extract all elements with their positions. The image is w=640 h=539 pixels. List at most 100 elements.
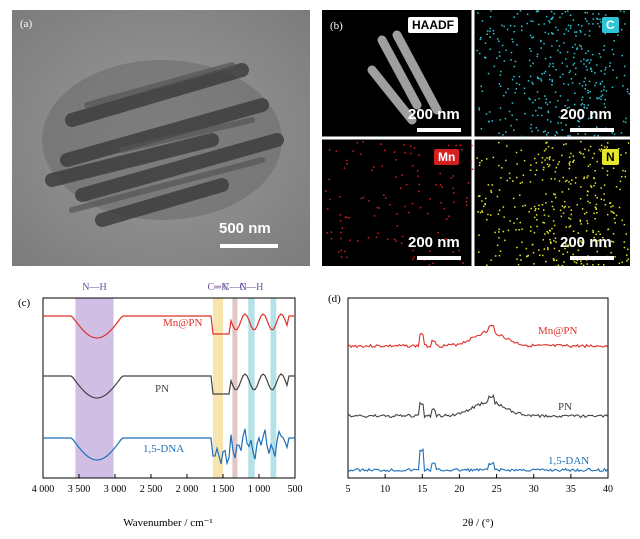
eds-dot: [628, 93, 630, 95]
eds-dot: [611, 132, 613, 134]
eds-dot: [490, 259, 492, 261]
eds-dot: [597, 230, 600, 233]
eds-dot: [580, 104, 582, 106]
eds-dot: [584, 77, 586, 80]
eds-dot: [432, 262, 434, 265]
eds-dot: [599, 150, 602, 152]
eds-dot: [503, 94, 505, 97]
eds-dot: [580, 31, 582, 33]
eds-dot: [564, 11, 567, 13]
eds-dot: [616, 76, 618, 79]
eds-dot: [600, 98, 602, 101]
eds-dot: [503, 25, 505, 28]
eds-dot: [508, 172, 511, 175]
eds-dot: [579, 151, 581, 153]
eds-dot: [459, 144, 462, 147]
eds-dot: [568, 162, 570, 165]
eds-dot: [569, 161, 571, 163]
eds-dot: [496, 244, 499, 247]
eds-dot: [525, 247, 528, 250]
eds-dot: [455, 144, 457, 147]
eds-dot: [557, 29, 559, 31]
eds-dot: [569, 27, 572, 29]
eds-dot: [535, 110, 537, 112]
manganese-tag: Mn: [434, 149, 460, 165]
eds-dot: [615, 214, 618, 217]
eds-dot: [516, 44, 518, 46]
eds-dot: [340, 231, 342, 234]
eds-dot: [541, 114, 543, 117]
eds-dot: [578, 120, 580, 123]
eds-dot: [371, 169, 373, 171]
eds-dot: [548, 164, 551, 166]
eds-dot: [502, 206, 505, 208]
eds-dot: [561, 62, 564, 64]
eds-dot: [549, 56, 552, 58]
eds-dot: [617, 34, 619, 36]
eds-dot: [532, 62, 534, 65]
eds-dot: [498, 132, 500, 134]
eds-dot: [526, 13, 529, 15]
eds-dot: [453, 192, 455, 194]
eds-dot: [400, 187, 402, 189]
eds-dot: [487, 184, 490, 186]
ftir-x-tick-label: 4 000: [32, 484, 55, 495]
eds-dot: [516, 246, 518, 249]
eds-dot: [594, 206, 597, 208]
eds-dot: [592, 13, 594, 15]
eds-dot: [526, 255, 528, 258]
eds-dot: [581, 102, 584, 105]
eds-dot: [623, 246, 626, 249]
eds-dot: [544, 95, 546, 97]
eds-dot: [506, 28, 509, 31]
eds-dot: [518, 75, 521, 78]
eds-dot: [596, 197, 598, 199]
eds-dot: [562, 73, 564, 76]
eds-dot: [561, 191, 564, 193]
eds-dot: [604, 106, 606, 109]
eds-dot: [519, 10, 522, 12]
eds-dot: [532, 83, 534, 85]
eds-dot: [509, 220, 511, 222]
eds-dot: [588, 62, 591, 64]
xrd-x-tick-label: 15: [417, 484, 427, 495]
eds-dot: [500, 177, 502, 179]
eds-dot: [624, 175, 627, 178]
eds-dot: [401, 174, 403, 176]
eds-dot: [614, 256, 616, 258]
eds-dot: [481, 211, 484, 213]
eds-dot: [585, 230, 588, 232]
eds-dot: [481, 159, 483, 162]
eds-dot: [578, 245, 581, 247]
eds-dot: [609, 65, 611, 68]
eds-dot: [515, 118, 518, 121]
eds-dot: [625, 233, 627, 235]
eds-dot: [593, 236, 595, 239]
eds-dot: [587, 117, 590, 120]
eds-dot: [561, 154, 563, 157]
eds-dot: [603, 103, 606, 105]
eds-dot: [584, 133, 587, 135]
eds-dot: [343, 167, 346, 169]
eds-dot: [523, 87, 526, 90]
eds-dot: [546, 157, 548, 159]
eds-dot: [558, 250, 560, 252]
eds-dot: [612, 69, 614, 71]
eds-dot: [519, 182, 522, 184]
eds-dot: [536, 55, 538, 58]
eds-dot: [356, 141, 359, 144]
eds-dot: [443, 207, 446, 210]
eds-dot: [445, 238, 447, 240]
eds-dot: [348, 217, 350, 219]
eds-dot: [496, 38, 499, 40]
eds-dot: [580, 141, 582, 143]
eds-dot: [566, 65, 568, 68]
eds-dot: [626, 260, 628, 262]
eds-dot: [596, 17, 598, 20]
eds-dot: [516, 13, 519, 15]
eds-dot: [594, 218, 596, 220]
eds-dot: [600, 90, 603, 93]
eds-dot: [544, 233, 546, 235]
eds-dot: [572, 155, 575, 157]
eds-dot: [543, 214, 546, 216]
